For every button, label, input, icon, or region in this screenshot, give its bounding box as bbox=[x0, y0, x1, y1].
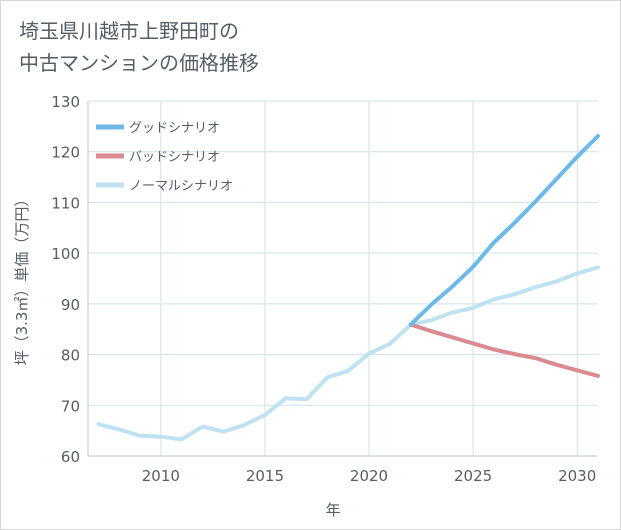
x-tick-label: 2020 bbox=[350, 467, 388, 485]
y-tick-label: 80 bbox=[61, 347, 80, 365]
plot-area bbox=[88, 101, 598, 456]
y-tick-label: 100 bbox=[51, 245, 80, 263]
legend-label-0: グッドシナリオ bbox=[129, 121, 220, 136]
legend-label-1: バッドシナリオ bbox=[129, 150, 220, 165]
y-tick-label: 130 bbox=[51, 93, 80, 111]
x-tick-label: 2010 bbox=[142, 467, 180, 485]
legend-label-2: ノーマルシナリオ bbox=[129, 179, 233, 194]
series-line-1 bbox=[408, 322, 600, 378]
chart-title-line-2: 中古マンションの価格推移 bbox=[19, 51, 259, 75]
chart-title: 埼玉県川越市上野田町の 中古マンションの価格推移 bbox=[19, 15, 579, 79]
y-tick-label: 120 bbox=[51, 144, 80, 162]
x-tick-label: 2025 bbox=[454, 467, 492, 485]
series-line-0 bbox=[408, 134, 600, 327]
y-axis-title: 坪（3.3㎡）単価（万円） bbox=[13, 192, 31, 366]
x-tick-label: 2015 bbox=[246, 467, 284, 485]
x-axis-title: 年 bbox=[325, 501, 340, 519]
x-tick-label: 2030 bbox=[558, 467, 596, 485]
y-tick-label: 70 bbox=[61, 397, 80, 415]
y-tick-label: 90 bbox=[61, 296, 80, 314]
y-tick-label: 60 bbox=[61, 448, 80, 466]
chart-title-line-1: 埼玉県川越市上野田町の bbox=[19, 19, 239, 43]
y-tick-label: 110 bbox=[51, 194, 80, 212]
